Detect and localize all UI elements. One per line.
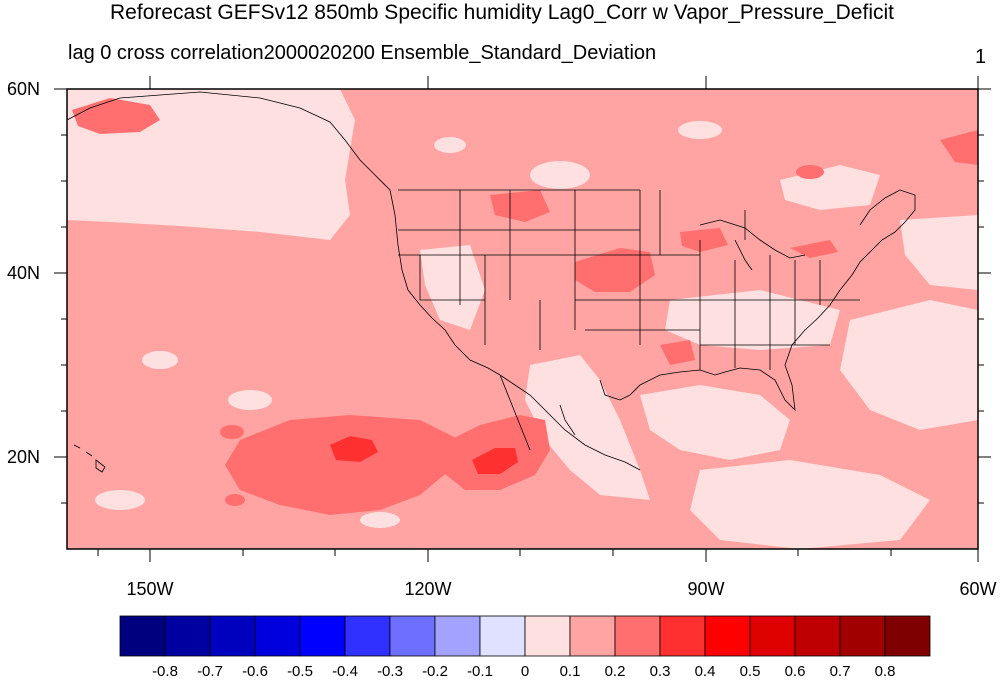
colorbar-box xyxy=(479,615,526,657)
field-light-southeast-us xyxy=(665,290,840,350)
panel-number: 1 xyxy=(975,46,987,68)
field-light-patch xyxy=(360,512,400,528)
chart-subtitle: lag 0 cross correlation2000020200 Ensemb… xyxy=(68,42,657,64)
coastline-alaska-bc xyxy=(67,91,391,191)
colorbar-box xyxy=(254,615,301,657)
lat-label-40n: 40N xyxy=(6,263,40,283)
field-light-patch xyxy=(228,390,272,410)
field-light-caribbean xyxy=(690,460,930,549)
field-max-east-pacific xyxy=(472,448,518,474)
field-light-great-basin xyxy=(420,245,485,330)
colorbar-label: -0.2 xyxy=(422,663,448,680)
great-lakes xyxy=(699,219,806,271)
field-core-montana xyxy=(490,190,550,222)
field-core-great-lakes xyxy=(680,228,728,252)
colorbar-box xyxy=(209,615,256,657)
field-core-central-pacific xyxy=(225,415,460,515)
colorbar-label: 0 xyxy=(520,663,530,680)
colorbar-box xyxy=(164,615,211,657)
lon-label-90w: 90W xyxy=(687,579,725,599)
coastline-hawaii xyxy=(73,444,106,473)
colorbar-box xyxy=(884,615,931,657)
colorbar-label: 0.6 xyxy=(784,663,806,680)
chart-title: Reforecast GEFSv12 850mb Specific humidi… xyxy=(110,1,894,24)
colorbar-box xyxy=(389,615,436,657)
colorbar-label: -0.7 xyxy=(197,663,223,680)
colorbar-box xyxy=(299,615,346,657)
lon-ticks xyxy=(97,76,979,562)
colorbar-box xyxy=(839,615,886,657)
colorbar-box xyxy=(704,615,751,657)
colorbar-box xyxy=(119,615,166,657)
field-light-patch xyxy=(95,490,145,510)
lat-label-60n: 60N xyxy=(6,79,40,99)
colorbar-box xyxy=(794,615,841,657)
colorbar-label: 0.1 xyxy=(559,663,581,680)
field-light-patch xyxy=(142,351,178,369)
colorbar-label: -0.8 xyxy=(152,663,178,680)
field-core-patch xyxy=(796,165,824,179)
state-border xyxy=(398,189,860,370)
colorbar-label: 0.4 xyxy=(694,663,716,680)
colorbar-label: 0.7 xyxy=(829,663,851,680)
colorbar-label: -0.6 xyxy=(242,663,268,680)
field-light-mexico xyxy=(525,355,650,500)
coastline-mexico xyxy=(499,374,576,451)
lat-label-20n: 20N xyxy=(6,447,40,467)
colorbar-label: -0.1 xyxy=(467,663,493,680)
lon-label-120w: 120W xyxy=(404,579,452,599)
colorbar-box xyxy=(614,615,661,657)
map-outlines xyxy=(67,91,916,473)
colorbar-label: -0.4 xyxy=(332,663,358,680)
field-light-atlantic-east xyxy=(840,300,978,430)
colorbar-label: 0.2 xyxy=(604,663,626,680)
field-light-gulf xyxy=(640,385,790,460)
colorbar-label: 0.5 xyxy=(739,663,761,680)
colorbar-label: 0.3 xyxy=(649,663,671,680)
coastline-north-america xyxy=(389,189,916,471)
field-core-nebraska xyxy=(575,248,655,292)
field-light-patch xyxy=(678,121,722,139)
field-core-labrador xyxy=(940,130,978,165)
colorbar-box xyxy=(524,615,571,657)
lat-ticks xyxy=(54,88,991,504)
colorbar-box xyxy=(344,615,391,657)
colorbar xyxy=(119,615,931,657)
field-core-ontario xyxy=(790,240,838,258)
colorbar-label: -0.3 xyxy=(377,663,403,680)
colorbar-box xyxy=(569,615,616,657)
field-core-patch xyxy=(225,494,245,506)
map-field xyxy=(67,89,978,549)
lon-label-60w: 60W xyxy=(959,579,997,599)
field-light-patch xyxy=(434,137,466,153)
field-max-central-pacific xyxy=(330,436,378,462)
colorbar-box xyxy=(749,615,796,657)
colorbar-box xyxy=(434,615,481,657)
lon-label-150w: 150W xyxy=(126,579,174,599)
field-core-patch xyxy=(220,425,244,439)
field-light-atlantic-south xyxy=(900,215,978,290)
colorbar-label: -0.5 xyxy=(287,663,313,680)
colorbar-label: 0.8 xyxy=(874,663,896,680)
field-light-patch xyxy=(530,161,590,189)
colorbar-box xyxy=(659,615,706,657)
field-core-gulf-spot xyxy=(660,340,695,365)
